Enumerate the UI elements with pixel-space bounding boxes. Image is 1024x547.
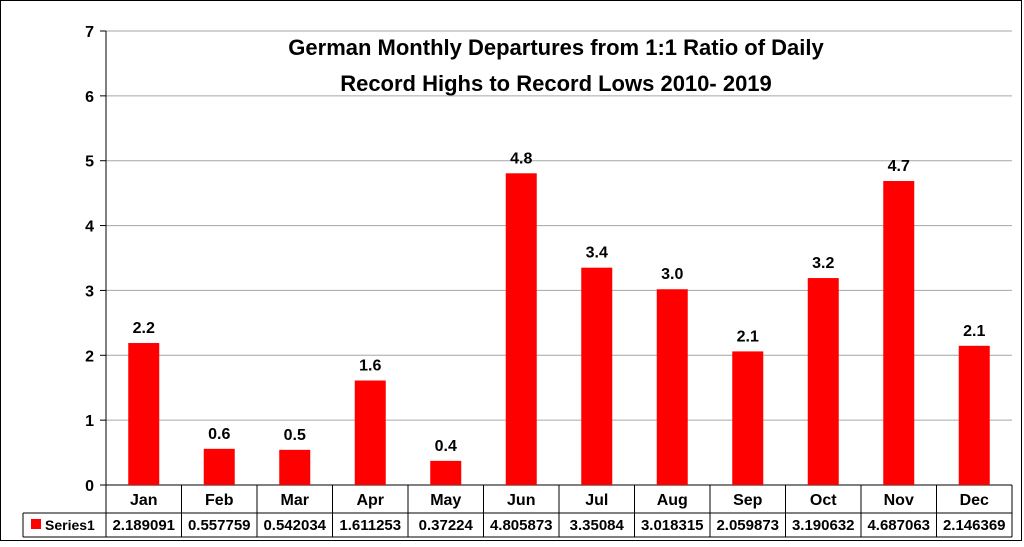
data-table-value: 4.805873 [490, 517, 553, 534]
bar [958, 345, 990, 485]
x-category-label: Sep [733, 492, 763, 509]
bar [354, 380, 386, 485]
legend-series-name: Series1 [45, 517, 95, 533]
data-table-value: 4.687063 [867, 517, 930, 534]
bar-data-label: 3.0 [661, 266, 683, 283]
bar-data-label: 2.1 [737, 328, 759, 345]
bar-data-label: 4.7 [888, 158, 910, 175]
data-table-value: 1.611253 [339, 517, 401, 534]
data-table-value: 2.059873 [716, 517, 779, 534]
bar-data-label: 2.2 [133, 320, 155, 337]
x-category-label: Apr [356, 492, 384, 509]
x-category-label: Jan [130, 492, 158, 509]
x-category-label: Oct [810, 492, 837, 509]
bar-data-label: 1.6 [359, 357, 381, 374]
data-table-value: 0.557759 [188, 517, 251, 534]
bar [732, 351, 764, 485]
bar [656, 289, 688, 485]
y-tick-label: 6 [85, 89, 94, 106]
bar [279, 449, 311, 485]
x-category-label: Aug [657, 492, 688, 509]
bar [883, 181, 915, 485]
data-table-value: 0.542034 [263, 517, 326, 534]
y-tick-label: 1 [85, 413, 94, 430]
legend-swatch [31, 519, 41, 529]
chart-title-line-2: Record Highs to Record Lows 2010- 2019 [340, 71, 772, 96]
y-tick-label: 0 [85, 478, 94, 495]
bar-data-label: 2.1 [963, 323, 985, 340]
y-tick-label: 4 [85, 219, 94, 236]
y-tick-label: 7 [85, 24, 94, 41]
bar-data-label: 0.6 [208, 426, 230, 443]
x-category-label: Feb [205, 492, 234, 509]
bar-data-label: 0.5 [284, 427, 306, 444]
bar-data-label: 3.2 [812, 255, 834, 272]
x-category-label: Mar [281, 492, 309, 509]
x-category-label: Dec [960, 492, 989, 509]
bar [128, 343, 160, 485]
bar-data-label: 3.4 [586, 245, 608, 262]
data-table-value: 3.190632 [792, 517, 855, 534]
y-tick-label: 5 [85, 154, 94, 171]
y-tick-label: 2 [85, 348, 94, 365]
bar [505, 173, 537, 485]
x-category-label: Nov [884, 492, 914, 509]
data-table-value: 3.35084 [570, 517, 625, 534]
y-tick-label: 3 [85, 283, 94, 300]
bar [430, 460, 462, 485]
data-table-value: 3.018315 [641, 517, 704, 534]
bar-data-label: 0.4 [435, 438, 457, 455]
bar [581, 267, 613, 485]
bar [807, 278, 839, 485]
chart-title-line-1: German Monthly Departures from 1:1 Ratio… [288, 35, 824, 60]
x-category-label: May [430, 492, 461, 509]
x-category-label: Jul [585, 492, 608, 509]
x-category-label: Jun [507, 492, 535, 509]
data-table-value: 0.37224 [419, 517, 474, 534]
bar [203, 448, 235, 485]
bar-data-label: 4.8 [510, 150, 532, 167]
data-table-value: 2.146369 [943, 517, 1006, 534]
data-table-value: 2.189091 [112, 517, 175, 534]
